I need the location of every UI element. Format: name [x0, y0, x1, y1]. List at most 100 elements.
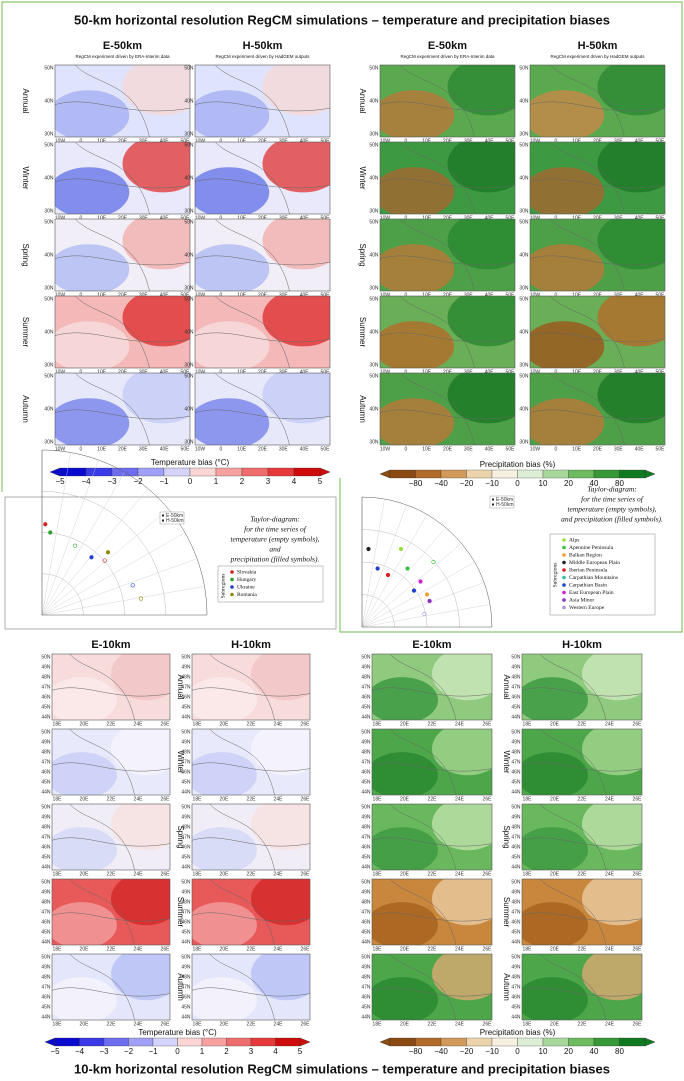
lon-label: 22E [578, 1021, 588, 1027]
lat-label: 49N [361, 889, 371, 895]
lon-label: 22E [578, 946, 588, 952]
taylor-symbol [90, 555, 94, 559]
lat-label: 46N [41, 694, 51, 700]
lat-label: 45N [41, 1004, 51, 1010]
lat-label: 46N [511, 694, 521, 700]
lon-label: 20E [80, 796, 90, 802]
legend-symbol [562, 598, 566, 602]
taylor-caption: temperature (empty symbols), [567, 505, 656, 514]
colorbar-swatch [104, 1038, 129, 1046]
lat-label: 50N [361, 729, 371, 735]
lat-label: 49N [181, 889, 191, 895]
colorbar-label: Temperature bias (°C) [151, 458, 230, 467]
lon-label: 20E [80, 721, 90, 727]
lon-label: 18E [193, 1021, 203, 1027]
lon-label: 26E [633, 946, 643, 952]
lat-label: 50N [181, 804, 191, 810]
lat-label: 46N [511, 769, 521, 775]
lat-label: 49N [41, 814, 51, 820]
lon-label: 20E [400, 796, 410, 802]
map-field [188, 167, 269, 217]
map [366, 797, 504, 873]
lon-label: 24E [134, 1021, 144, 1027]
map-field [263, 135, 344, 193]
lat-label: 30N [369, 285, 379, 291]
map-field [366, 752, 438, 798]
map-field [523, 244, 604, 294]
lat-label: 40N [184, 406, 194, 412]
colorbar-tick: 0 [188, 477, 193, 486]
model-name: H-50km [166, 518, 184, 524]
taylor-symbol [376, 567, 380, 571]
lat-label: 30N [44, 362, 54, 368]
colorbar-tick: 5 [318, 477, 323, 486]
legend-symbol [562, 546, 566, 550]
lon-label: 24E [274, 871, 284, 877]
lat-label: 44N [181, 789, 191, 795]
map-field [48, 244, 129, 294]
map-field [448, 289, 529, 347]
lat-label: 46N [41, 769, 51, 775]
colorbar-swatch [569, 470, 595, 478]
colorbar-swatch [202, 1038, 227, 1046]
map-field [516, 677, 588, 723]
lat-label: 50N [184, 296, 194, 302]
lon-label: 24E [274, 946, 284, 952]
lon-label: 26E [301, 871, 311, 877]
lat-label: 44N [511, 1014, 521, 1020]
lon-label: 26E [483, 721, 493, 727]
legend-entry: Alps [569, 537, 579, 543]
lat-label: 45N [181, 854, 191, 860]
season-label: Winter [358, 166, 367, 189]
lon-label: 40E [485, 446, 495, 452]
map [523, 58, 678, 141]
legend-symbol [230, 593, 234, 597]
lon-label: 18E [53, 871, 63, 877]
taylor-ray [362, 527, 446, 627]
map-field [366, 902, 438, 948]
lon-label: 20E [258, 446, 268, 452]
season-label: Spring [21, 243, 30, 266]
legend-entry: Apennine Peninsula [569, 545, 614, 551]
lat-label: 44N [41, 939, 51, 945]
colorbar-arrow [380, 470, 390, 478]
map [516, 872, 654, 948]
map-field [432, 797, 504, 850]
season-label: Annual [21, 89, 30, 114]
map-field [448, 135, 529, 193]
map-field [582, 797, 654, 850]
taylor-symbol [425, 593, 429, 597]
season-label: Summer [358, 317, 367, 348]
taylor-symbol [399, 547, 403, 551]
colorbar-tick: 4 [273, 1047, 278, 1056]
lat-label: 49N [361, 814, 371, 820]
lat-label: 30N [184, 208, 194, 214]
taylor-ray [42, 559, 197, 615]
colorbar-swatch [543, 1038, 569, 1046]
lat-label: 44N [181, 1014, 191, 1020]
map-field [366, 677, 438, 723]
lon-label: 26E [161, 1021, 171, 1027]
lon-label: 26E [633, 796, 643, 802]
lat-label: 49N [511, 664, 521, 670]
lat-label: 40N [44, 252, 54, 258]
lat-label: 50N [369, 65, 379, 71]
legend-symbol [562, 606, 566, 610]
lat-label: 50N [44, 65, 54, 71]
colorbar-swatch [594, 1038, 620, 1046]
colorbar-swatch [416, 470, 442, 478]
lon-label: 20E [400, 946, 410, 952]
lon-label: 22E [247, 871, 257, 877]
lon-label: 26E [633, 721, 643, 727]
lat-label: 46N [511, 844, 521, 850]
map-field [111, 947, 182, 1000]
lat-label: 46N [511, 994, 521, 1000]
lat-label: 46N [181, 844, 191, 850]
map-field [516, 977, 588, 1023]
lat-label: 48N [361, 674, 371, 680]
lon-label: 20E [400, 871, 410, 877]
legend-symbol [562, 561, 566, 565]
lon-label: 20E [400, 1021, 410, 1027]
colorbar-tick: −1 [159, 477, 169, 486]
lon-label: 26E [633, 1021, 643, 1027]
